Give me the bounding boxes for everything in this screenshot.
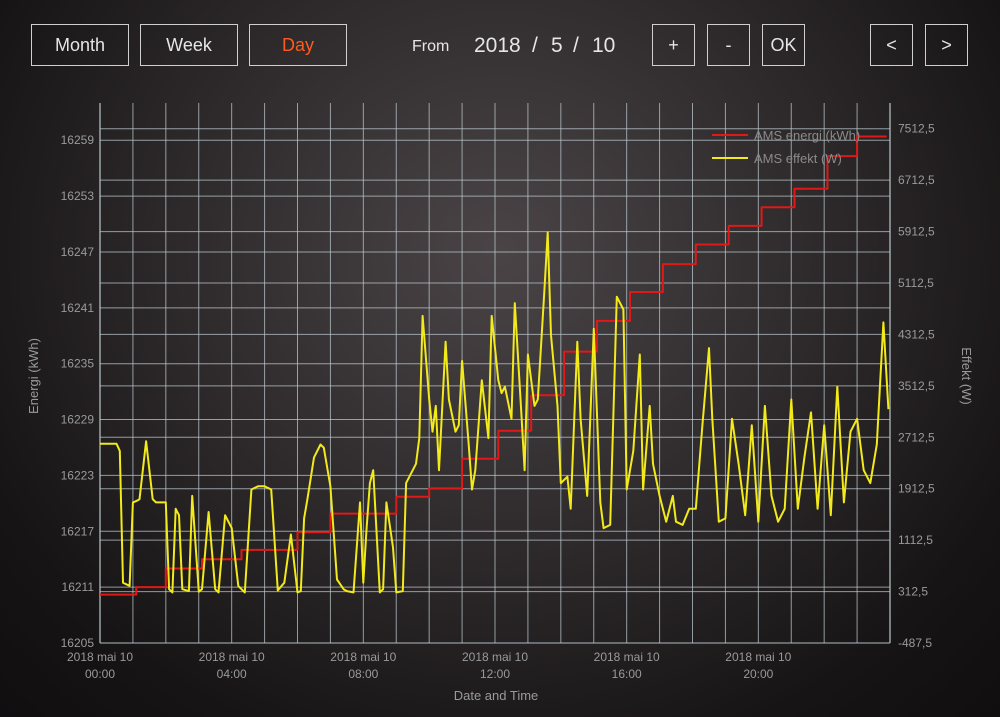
left-axis-ticks: 16205 16211 16217 16223 16229 16235 16241 16247…	[61, 133, 95, 650]
day-field[interactable]: 10	[592, 34, 616, 57]
minus-button[interactable]: -	[707, 24, 750, 66]
month-field[interactable]: 5	[551, 34, 563, 57]
x-tick-label: 2018 mai 10	[330, 650, 396, 664]
chart-grid	[99, 103, 891, 644]
right-tick-label: 5912,5	[898, 225, 935, 239]
week-button[interactable]: Week	[140, 24, 238, 66]
x-tick-label: 20:00	[743, 667, 773, 681]
left-tick-label: 16235	[61, 357, 95, 371]
right-tick-label: 1112,5	[898, 533, 933, 547]
right-tick-label: 6712,5	[898, 173, 935, 187]
left-tick-label: 16211	[62, 580, 95, 594]
x-tick-label: 00:00	[85, 667, 115, 681]
ok-button[interactable]: OK	[762, 24, 805, 66]
right-tick-label: 1912,5	[898, 482, 935, 496]
month-button[interactable]: Month	[31, 24, 129, 66]
x-tick-label: 12:00	[480, 667, 510, 681]
prev-button[interactable]: <	[870, 24, 913, 66]
right-tick-label: -487,5	[898, 636, 932, 650]
x-tick-label: 2018 mai 10	[199, 650, 265, 664]
left-tick-label: 16217	[61, 524, 95, 538]
left-tick-label: 16223	[61, 468, 95, 482]
x-tick-label: 16:00	[612, 667, 642, 681]
legend-energi-label: AMS energi (kWh)	[754, 128, 860, 143]
right-tick-label: 5112,5	[898, 276, 934, 290]
x-axis-ticks: 2018 mai 10 00:00 2018 mai 10 04:00 2018 mai…	[67, 650, 792, 681]
right-tick-label: 2712,5	[898, 430, 935, 444]
right-tick-label: 4312,5	[898, 327, 935, 341]
legend: AMS energi (kWh) AMS effekt (W)	[712, 128, 860, 166]
left-tick-label: 16205	[61, 636, 95, 650]
x-axis-label: Date and Time	[454, 688, 539, 703]
next-button[interactable]: >	[925, 24, 968, 66]
x-tick-label: 2018 mai 10	[594, 650, 660, 664]
from-label: From	[412, 38, 450, 55]
x-tick-label: 2018 mai 10	[462, 650, 528, 664]
right-tick-label: 312,5	[898, 585, 928, 599]
x-tick-label: 04:00	[217, 667, 247, 681]
left-tick-label: 16259	[61, 133, 95, 147]
series-line-energi	[100, 135, 887, 596]
x-tick-label: 2018 mai 10	[67, 650, 133, 664]
right-tick-label: 3512,5	[898, 379, 935, 393]
right-axis-label: Effekt (W)	[959, 347, 974, 405]
left-tick-label: 16241	[61, 301, 95, 315]
series-line-effekt	[100, 231, 890, 594]
date-separator: /	[532, 34, 538, 57]
year-field[interactable]: 2018	[474, 34, 521, 57]
left-tick-label: 16247	[61, 245, 95, 259]
series-lines	[100, 135, 890, 596]
day-button[interactable]: Day	[249, 24, 347, 66]
left-tick-label: 16229	[61, 413, 95, 427]
right-tick-label: 7512,5	[898, 122, 935, 136]
plus-button[interactable]: +	[652, 24, 695, 66]
legend-effekt-label: AMS effekt (W)	[754, 151, 842, 166]
x-tick-label: 2018 mai 10	[725, 650, 791, 664]
right-axis-ticks: -487,5 312,5 1112,5 1912,5 2712,5 3512,5 4312,…	[898, 122, 935, 650]
left-axis-label: Energi (kWh)	[26, 338, 41, 414]
date-separator: /	[573, 34, 579, 57]
x-tick-label: 08:00	[348, 667, 378, 681]
left-tick-label: 16253	[61, 189, 95, 203]
